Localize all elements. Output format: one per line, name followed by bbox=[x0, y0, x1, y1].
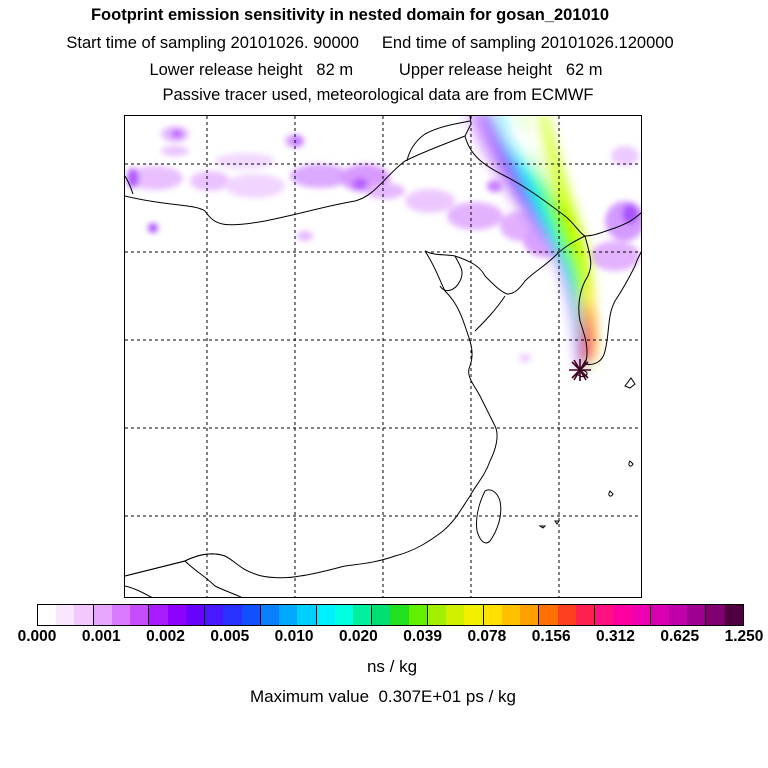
colorbar-cell bbox=[649, 605, 669, 625]
colorbar-tick-label: 0.000 bbox=[17, 628, 57, 645]
colorbar-cell bbox=[464, 605, 483, 625]
colorbar-cell bbox=[538, 605, 558, 625]
colorbar-tick-label: 1.250 bbox=[724, 628, 764, 645]
colorbar-cell bbox=[315, 605, 335, 625]
colorbar-tick-label: 0.005 bbox=[210, 628, 250, 645]
colorbar-cell bbox=[334, 605, 353, 625]
chart-title: Footprint emission sensitivity in nested… bbox=[90, 6, 610, 24]
colorbar-cell bbox=[130, 605, 149, 625]
map-canvas bbox=[125, 116, 641, 597]
colorbar-cell bbox=[352, 605, 372, 625]
colorbar-cell bbox=[297, 605, 316, 625]
colorbar-unit: ns / kg bbox=[366, 657, 418, 676]
colorbar-tick-label: 0.156 bbox=[531, 628, 571, 645]
colorbar-cell bbox=[557, 605, 576, 625]
colorbar-cell bbox=[390, 605, 409, 625]
colorbar-ticks: 0.000 0.001 0.002 0.005 0.010 0.020 0.039 0.078… bbox=[0, 628, 768, 648]
colorbar-cell bbox=[56, 605, 75, 625]
colorbar-cell bbox=[371, 605, 391, 625]
colorbar-tick-label: 0.010 bbox=[274, 628, 314, 645]
colorbar-cell bbox=[74, 605, 93, 625]
colorbar-cell bbox=[501, 605, 521, 625]
tracer-info-line: Passive tracer used, meteorological data… bbox=[162, 86, 594, 104]
colorbar-cell bbox=[204, 605, 224, 625]
colorbar-cell bbox=[446, 605, 465, 625]
colorbar-tick-label: 0.625 bbox=[660, 628, 700, 645]
colorbar-cell bbox=[613, 605, 632, 625]
colorbar-cell bbox=[167, 605, 186, 625]
colorbar-cell bbox=[259, 605, 280, 625]
footprint-map bbox=[124, 115, 642, 598]
colorbar-cell bbox=[111, 605, 131, 625]
colorbar-cell bbox=[520, 605, 539, 625]
colorbar-tick-label: 0.312 bbox=[596, 628, 635, 645]
colorbar-cell bbox=[705, 605, 725, 625]
maximum-value-line: Maximum value 0.307E+01 ps / kg bbox=[250, 687, 516, 706]
colorbar-cell bbox=[631, 605, 650, 625]
colorbar-cell bbox=[185, 605, 205, 625]
colorbar-cell bbox=[687, 605, 706, 625]
map-grid bbox=[125, 116, 641, 597]
colorbar bbox=[37, 604, 744, 626]
colorbar-cell bbox=[241, 605, 260, 625]
colorbar-tick-label: 0.020 bbox=[338, 628, 378, 645]
star-icon bbox=[569, 359, 591, 381]
colorbar-cell bbox=[92, 605, 112, 625]
sampling-time-line: Start time of sampling 20101026. 90000 E… bbox=[66, 34, 674, 52]
colorbar-cell bbox=[223, 605, 242, 625]
colorbar-tick-label: 0.039 bbox=[403, 628, 443, 645]
colorbar-tick-label: 0.001 bbox=[81, 628, 121, 645]
colorbar-cell bbox=[668, 605, 688, 625]
colorbar-cell bbox=[724, 605, 743, 625]
colorbar-cell bbox=[426, 605, 447, 625]
colorbar-cell bbox=[148, 605, 168, 625]
colorbar-cell bbox=[594, 605, 614, 625]
colorbar-cell bbox=[279, 605, 298, 625]
colorbar-tick-label: 0.002 bbox=[146, 628, 185, 645]
coastlines bbox=[125, 116, 641, 597]
colorbar-tick-label: 0.078 bbox=[467, 628, 507, 645]
sensitivity-patches bbox=[127, 126, 641, 362]
colorbar-cell bbox=[408, 605, 427, 625]
colorbar-cell bbox=[38, 605, 57, 625]
colorbar-cell bbox=[575, 605, 595, 625]
footprint-plume bbox=[466, 116, 596, 371]
release-height-line: Lower release height 82 m Upper release … bbox=[149, 61, 603, 79]
colorbar-cell bbox=[482, 605, 502, 625]
